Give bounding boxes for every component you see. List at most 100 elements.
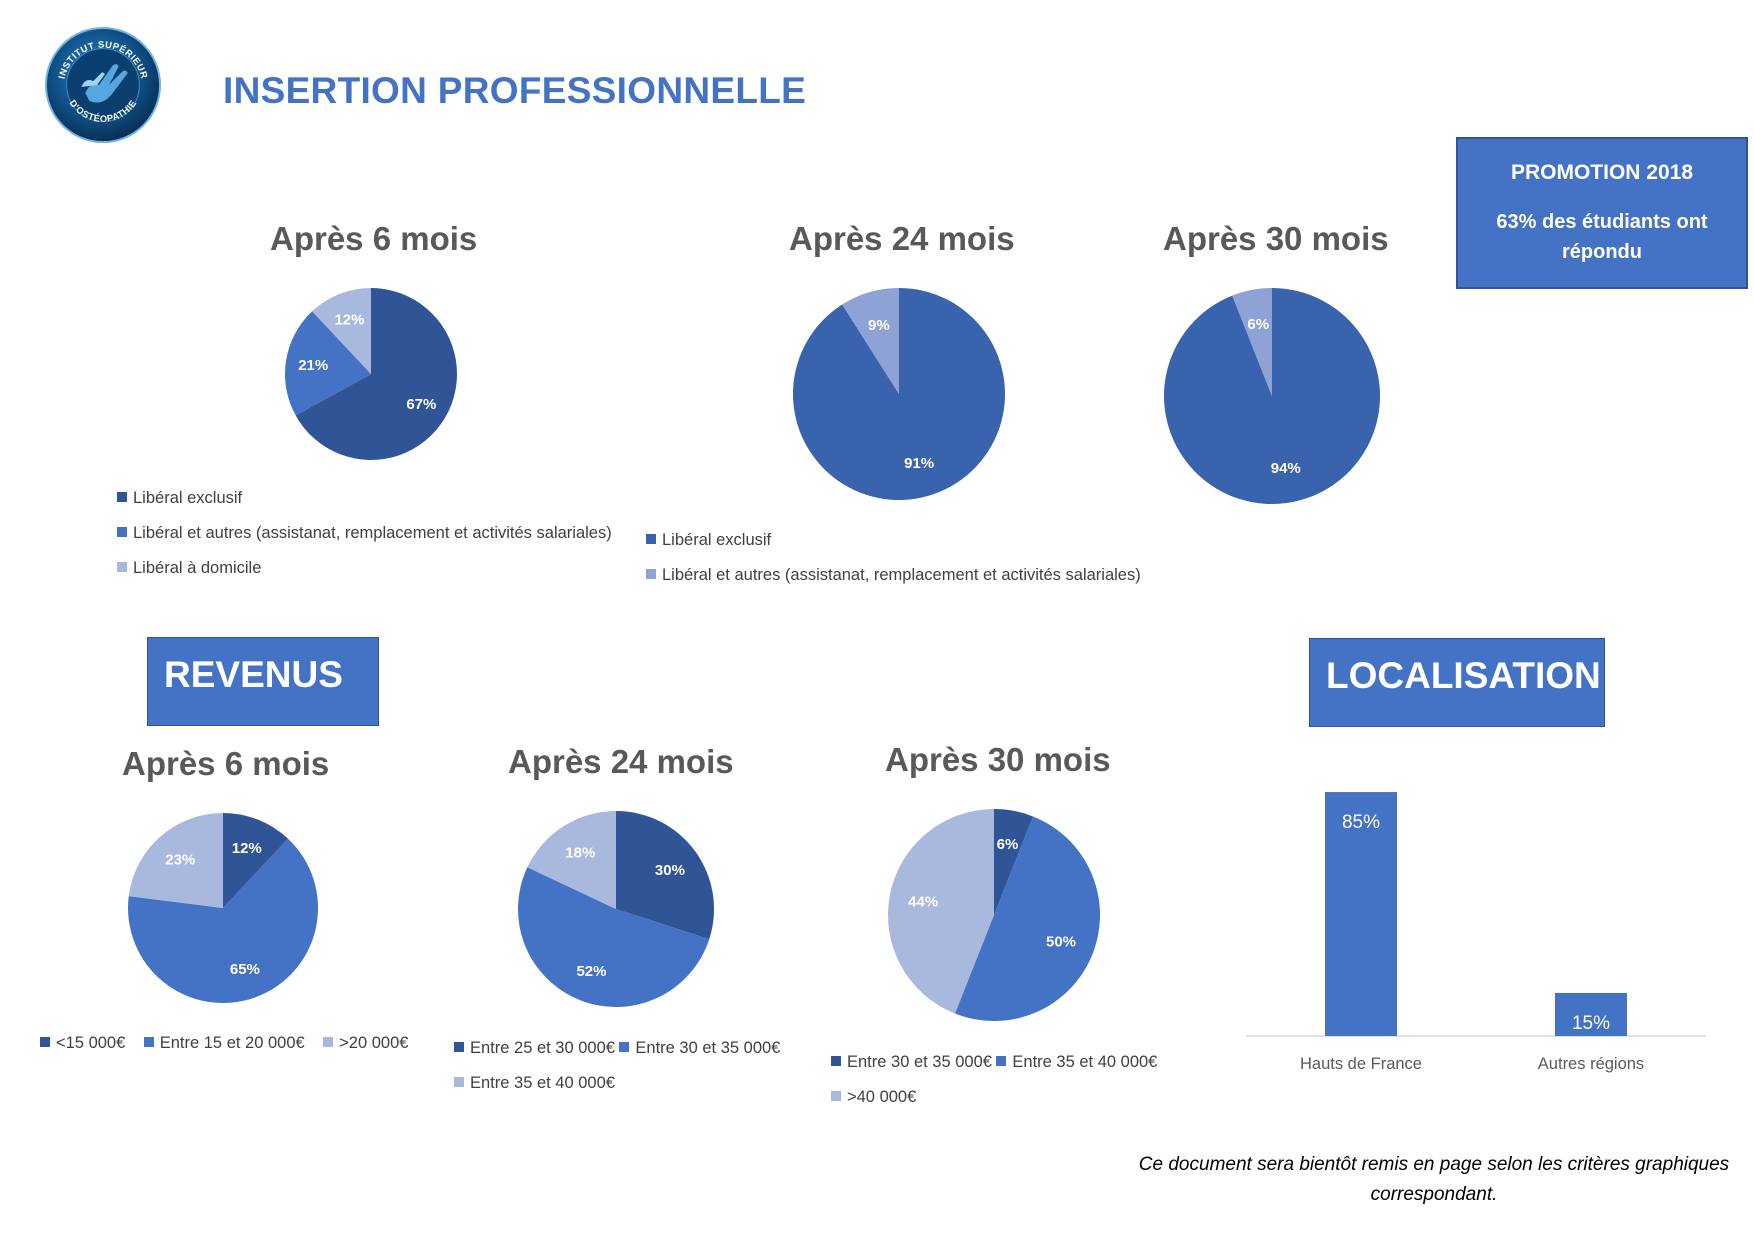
legend-swatch (454, 1077, 464, 1087)
x-tick-label: Hauts de France (1300, 1055, 1422, 1073)
pie-chart-insertion-30: 94% 6% (1164, 288, 1380, 504)
pie-chart-insertion-24: 91% 9% (793, 288, 1005, 500)
legend-label: <15 000€ (56, 1034, 126, 1052)
chart-title-revenus-30: Après 30 mois (885, 741, 1111, 778)
pie-data-label: 9% (868, 317, 890, 334)
legend-swatch (996, 1056, 1007, 1066)
chart-title-insertion-6: Après 6 mois (270, 220, 478, 257)
legend-swatch (646, 569, 656, 579)
footnote: Ce document sera bientôt remis en page s… (1138, 1154, 1730, 1205)
legend-swatch (454, 1042, 464, 1052)
pie-slice (888, 809, 994, 1014)
pie-slice (616, 811, 714, 940)
legend-item: Libéral et autres (assistanat, remplacem… (646, 566, 1141, 601)
pie-data-label: 30% (655, 862, 685, 879)
pie-data-label: 12% (232, 840, 262, 857)
promotion-text: 63% des étudiants ont répondu (1496, 211, 1708, 263)
pie-chart-revenus-6: 12% 65% 23% (128, 813, 318, 1003)
legend-item: Entre 35 et 40 000€ (996, 1053, 1157, 1071)
bar-data-label: 85% (1342, 812, 1380, 833)
pie-slice (295, 288, 457, 460)
pie-data-label: 18% (565, 845, 595, 862)
section-revenus: REVENUS (147, 637, 379, 726)
pie-slice (312, 288, 371, 374)
legend-label: Libéral à domicile (133, 559, 262, 577)
section-localisation-label: LOCALISATION (1326, 655, 1601, 696)
pie-data-label: 6% (1247, 316, 1269, 333)
logo-text-city: LILLE (90, 134, 115, 140)
legend-swatch (831, 1091, 841, 1101)
chart-title-insertion-30: Après 30 mois (1163, 220, 1389, 257)
pie-data-label: 67% (406, 396, 436, 413)
legend-swatch (143, 1037, 154, 1047)
legend-swatch (117, 492, 127, 502)
pie-data-label: 23% (165, 852, 195, 869)
bar (1325, 792, 1397, 1036)
pie-chart-revenus-30: 6% 50% 44% (888, 809, 1100, 1021)
chart-title-revenus-24: Après 24 mois (508, 743, 734, 780)
hand-icon (81, 64, 128, 103)
legend-swatch (117, 562, 127, 572)
legend-label: Libéral exclusif (133, 489, 243, 507)
promotion-title: PROMOTION 2018 (1510, 161, 1694, 184)
pie-data-label: 91% (904, 455, 934, 472)
page-title: INSERTION PROFESSIONNELLE (223, 70, 807, 111)
legend-revenus-6: <15 000€ Entre 15 et 20 000€ >20 000€ (40, 1034, 408, 1053)
pie-slice (128, 813, 223, 908)
pie-slice (128, 838, 318, 1003)
legend-insertion-24: Libéral exclusif Libéral et autres (assi… (646, 531, 1141, 601)
legend-label: Entre 35 et 40 000€ (470, 1074, 615, 1092)
legend-item: Libéral et autres (assistanat, remplacem… (117, 524, 612, 559)
pie-data-label: 65% (230, 961, 260, 978)
legend-swatch (831, 1056, 841, 1066)
legend-item: <15 000€ (40, 1034, 125, 1052)
pie-slice (527, 811, 616, 909)
pie-data-label: 94% (1271, 460, 1301, 477)
legend-swatch (646, 534, 656, 544)
legend-label: Entre 15 et 20 000€ (159, 1034, 305, 1052)
legend-item: Entre 30 et 35 000€ (831, 1053, 992, 1071)
legend-item: Libéral exclusif (117, 489, 612, 524)
section-localisation: LOCALISATION (1309, 638, 1605, 727)
legend-label: Libéral et autres (assistanat, remplacem… (662, 566, 1141, 584)
pie-chart-insertion-6: 67% 21% 12% (285, 288, 457, 460)
pie-chart-revenus-24: 30% 52% 18% (518, 811, 714, 1007)
pie-slice (518, 867, 710, 1007)
pie-slice (285, 311, 371, 416)
legend-insertion-6: Libéral exclusif Libéral et autres (assi… (117, 489, 612, 594)
pie-data-label: 21% (298, 357, 328, 374)
legend-swatch (323, 1037, 334, 1047)
chart-title-insertion-24: Après 24 mois (789, 220, 1015, 257)
x-tick-label: Autres régions (1538, 1055, 1644, 1073)
promotion-box: PROMOTION 2018 63% des étudiants ont rép… (1456, 137, 1748, 289)
pie-data-label: 6% (997, 836, 1019, 853)
legend-label: >20 000€ (339, 1034, 409, 1052)
institute-logo: INSTITUT SUPÉRIEUR D'OSTÉOPATHIE LILLE (44, 26, 162, 144)
pie-slice (223, 813, 289, 908)
bar-chart-localisation: 85% Hauts de France 15% Autres régions (1246, 792, 1706, 1073)
legend-item: Libéral exclusif (646, 531, 1141, 566)
pie-data-label: 50% (1046, 934, 1076, 951)
bar-data-label: 15% (1572, 1013, 1610, 1034)
legend-label: Entre 30 et 35 000€ (847, 1053, 992, 1071)
legend-swatch (40, 1037, 50, 1047)
legend-label: Libéral et autres (assistanat, remplacem… (133, 524, 612, 542)
pie-slice (994, 809, 1034, 915)
legend-label: Libéral exclusif (662, 531, 772, 549)
legend-item: Entre 15 et 20 000€ (143, 1034, 305, 1052)
legend-revenus-24: Entre 25 et 30 000€ Entre 30 et 35 000€ … (454, 1039, 780, 1093)
pie-data-label: 44% (908, 893, 938, 910)
legend-swatch (117, 527, 127, 537)
pie-slice (954, 816, 1100, 1021)
pie-data-label: 12% (334, 312, 364, 329)
chart-title-revenus-6: Après 6 mois (122, 745, 330, 782)
pie-data-label: 52% (576, 963, 606, 980)
legend-label: >40 000€ (847, 1088, 917, 1106)
legend-item: Entre 25 et 30 000€ (454, 1039, 615, 1057)
legend-label: Entre 30 et 35 000€ (635, 1039, 781, 1057)
pie-slice (1232, 288, 1272, 396)
pie-slice (842, 288, 899, 394)
legend-item: >40 000€ (831, 1088, 1157, 1107)
section-revenus-label: REVENUS (164, 654, 343, 695)
legend-label: Entre 25 et 30 000€ (470, 1039, 615, 1057)
